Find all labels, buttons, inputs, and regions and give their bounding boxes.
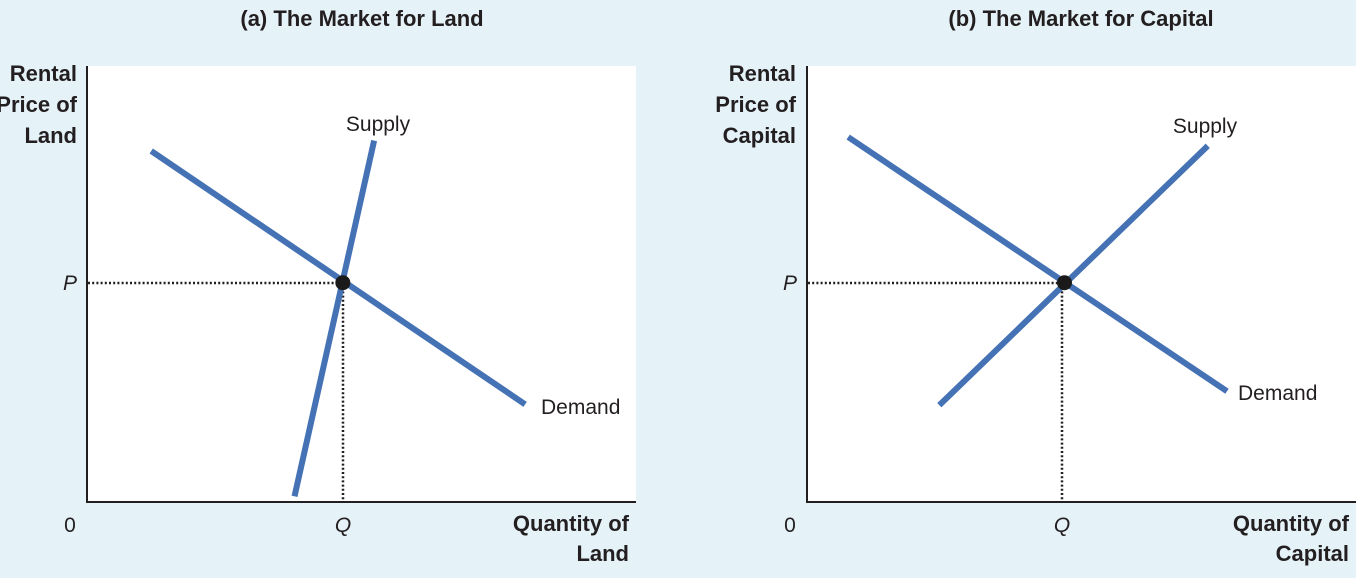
axes [86, 66, 636, 503]
demand-curve [846, 134, 1229, 394]
demand-curve-label: Demand [541, 396, 620, 419]
y-axis-label-line-1: Rental [10, 61, 77, 86]
y-axis-label-line-1: Rental [729, 61, 796, 86]
quantity-tick-label: Q [1054, 514, 1070, 537]
y-axis-label-line-3: Capital [723, 123, 796, 148]
y-axis-label-line-2: Price of [0, 92, 78, 117]
panel-land-market: (a) The Market for Land Rental Price of … [0, 6, 636, 566]
price-tick-label: P [63, 272, 77, 295]
panel-capital-market: (b) The Market for Capital Rental Price … [715, 6, 1356, 566]
supply-curve-label: Supply [346, 113, 411, 136]
supply-curve-label: Supply [1173, 115, 1238, 138]
plot-area [87, 66, 636, 502]
quantity-tick-label: Q [335, 514, 351, 537]
axes [806, 66, 1356, 503]
demand-curve-label: Demand [1238, 382, 1317, 405]
origin-label: 0 [784, 514, 796, 537]
equilibrium-point [1056, 275, 1072, 291]
x-axis-label-line-2: Land [576, 541, 629, 566]
y-axis-label-line-2: Price of [715, 92, 796, 117]
plot-area [807, 66, 1356, 502]
panel-title: (a) The Market for Land [240, 6, 483, 31]
supply-curve [291, 139, 378, 497]
equilibrium-point [335, 275, 351, 291]
price-tick-label: P [783, 272, 797, 295]
x-axis-label-line-1: Quantity of [513, 511, 630, 536]
origin-label: 0 [64, 514, 76, 537]
x-axis-label-line-1: Quantity of [1233, 511, 1350, 536]
y-axis-label-line-3: Land [24, 123, 77, 148]
x-axis-label-line-2: Capital [1276, 541, 1349, 566]
supply-curve [937, 143, 1210, 408]
panel-title: (b) The Market for Capital [948, 6, 1213, 31]
